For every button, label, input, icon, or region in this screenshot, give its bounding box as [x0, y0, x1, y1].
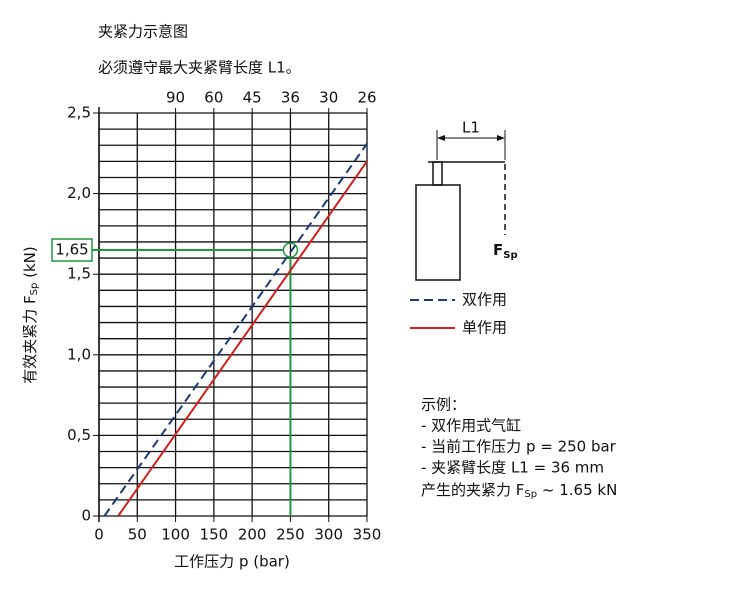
- cylinder-body: [415, 184, 461, 281]
- label-text: 产生的夹紧力 F: [421, 481, 524, 499]
- x-axis-label: 工作压力 p (bar): [174, 553, 290, 571]
- label-text: (kN): [21, 246, 39, 282]
- annotation-box: [51, 238, 93, 262]
- arrow-head: [437, 135, 505, 141]
- chart-title: 夹紧力示意图: [98, 23, 188, 41]
- x-tick-label: 100: [161, 526, 190, 544]
- y-tick-label: 0,5: [67, 426, 91, 444]
- x2-tick-label: 60: [204, 89, 223, 107]
- example-result: 产生的夹紧力 FSp ~ 1.65 kN: [421, 481, 617, 501]
- data-line: [117, 160, 368, 517]
- length-label: L1: [462, 119, 480, 137]
- x-tick-label: 300: [314, 526, 343, 544]
- legend-label: 单作用: [462, 319, 507, 337]
- y-tick-label: 1,0: [67, 345, 91, 363]
- example-line: - 夹紧臂长度 L1 = 36 mm: [421, 459, 604, 477]
- label-sub: Sp: [524, 489, 537, 500]
- x2-tick-label: 90: [166, 89, 185, 107]
- piston-rod: [432, 161, 443, 186]
- x2-tick-label: 45: [243, 89, 262, 107]
- y-tick-label: 0: [81, 507, 91, 525]
- chart-subtitle: 必须遵守最大夹紧臂长度 L1。: [98, 59, 301, 77]
- cylinder-diagram: [415, 130, 506, 281]
- x-tick-label: 150: [200, 526, 229, 544]
- example-heading: 示例：: [421, 396, 466, 414]
- x-tick-label: 350: [353, 526, 382, 544]
- data-line: [103, 143, 368, 517]
- x2-tick-label: 36: [281, 89, 300, 107]
- force-label: FSp: [493, 241, 518, 262]
- x-tick-label: 250: [276, 526, 305, 544]
- y-tick-label: 1,5: [67, 265, 91, 283]
- y-tick-label: 2,5: [67, 104, 91, 122]
- x-tick-label: 0: [94, 526, 104, 544]
- annotation-circle: [282, 242, 299, 258]
- label-text: 有效夹紧力 F: [21, 295, 39, 383]
- legend-label: 双作用: [462, 291, 507, 309]
- x-tick-label: 200: [238, 526, 267, 544]
- label-text: F: [493, 241, 503, 259]
- label-text: ~ 1.65 kN: [537, 481, 617, 499]
- label-sub: Sp: [29, 283, 40, 296]
- annotation-label: 1,65: [55, 241, 88, 259]
- label-sub: Sp: [503, 250, 517, 261]
- x2-tick-label: 30: [319, 89, 338, 107]
- y-axis-label: 有效夹紧力 FSp (kN): [21, 246, 41, 384]
- x-tick-label: 50: [128, 526, 147, 544]
- example-line: - 当前工作压力 p = 250 bar: [421, 438, 617, 456]
- x2-tick-label: 26: [357, 89, 376, 107]
- example-line: - 双作用式气缸: [421, 417, 521, 435]
- y-tick-label: 2,0: [67, 184, 91, 202]
